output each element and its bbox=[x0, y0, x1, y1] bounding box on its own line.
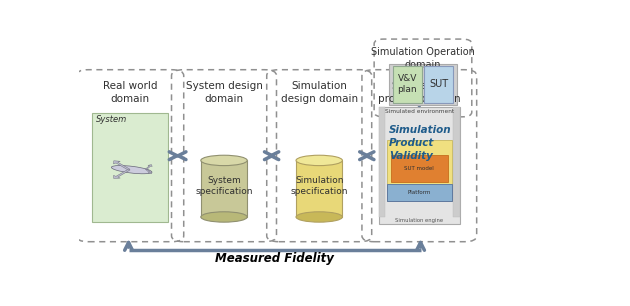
Text: Simulation
product domain: Simulation product domain bbox=[378, 81, 461, 104]
Polygon shape bbox=[201, 160, 247, 217]
Polygon shape bbox=[296, 160, 343, 217]
Text: Simulation engine: Simulation engine bbox=[395, 218, 444, 223]
FancyArrow shape bbox=[113, 161, 130, 170]
Bar bbox=[453, 107, 460, 217]
FancyArrow shape bbox=[146, 165, 152, 169]
Text: Simulated environment: Simulated environment bbox=[385, 109, 454, 114]
Bar bbox=[379, 107, 386, 217]
Ellipse shape bbox=[296, 155, 343, 166]
FancyArrow shape bbox=[113, 169, 130, 178]
Bar bbox=[93, 113, 168, 222]
Ellipse shape bbox=[296, 212, 343, 222]
Text: Simulation
specification: Simulation specification bbox=[290, 176, 348, 196]
Text: System
specification: System specification bbox=[195, 176, 253, 196]
Text: Measured Fidelity: Measured Fidelity bbox=[215, 252, 333, 265]
Text: Real world
domain: Real world domain bbox=[103, 81, 158, 104]
Bar bbox=[387, 184, 452, 201]
Bar bbox=[391, 155, 448, 182]
Ellipse shape bbox=[201, 212, 247, 222]
Text: SUT model: SUT model bbox=[404, 166, 434, 171]
Text: Simulation
design domain: Simulation design domain bbox=[280, 81, 358, 104]
FancyArrow shape bbox=[146, 169, 152, 174]
Ellipse shape bbox=[112, 166, 152, 174]
Ellipse shape bbox=[201, 155, 247, 166]
Text: Platform: Platform bbox=[408, 190, 431, 195]
Bar bbox=[389, 64, 457, 105]
Text: Simulation Operation
domain: Simulation Operation domain bbox=[371, 47, 475, 70]
Bar bbox=[379, 107, 460, 224]
Text: SUT: SUT bbox=[429, 80, 449, 89]
Bar bbox=[392, 66, 422, 103]
Text: System design
domain: System design domain bbox=[186, 81, 263, 104]
Bar bbox=[425, 66, 453, 103]
Text: V&V
plan: V&V plan bbox=[398, 74, 417, 95]
Text: System: System bbox=[96, 115, 128, 124]
Text: Simulation
Product
Validity: Simulation Product Validity bbox=[389, 125, 452, 162]
Bar bbox=[387, 140, 452, 201]
